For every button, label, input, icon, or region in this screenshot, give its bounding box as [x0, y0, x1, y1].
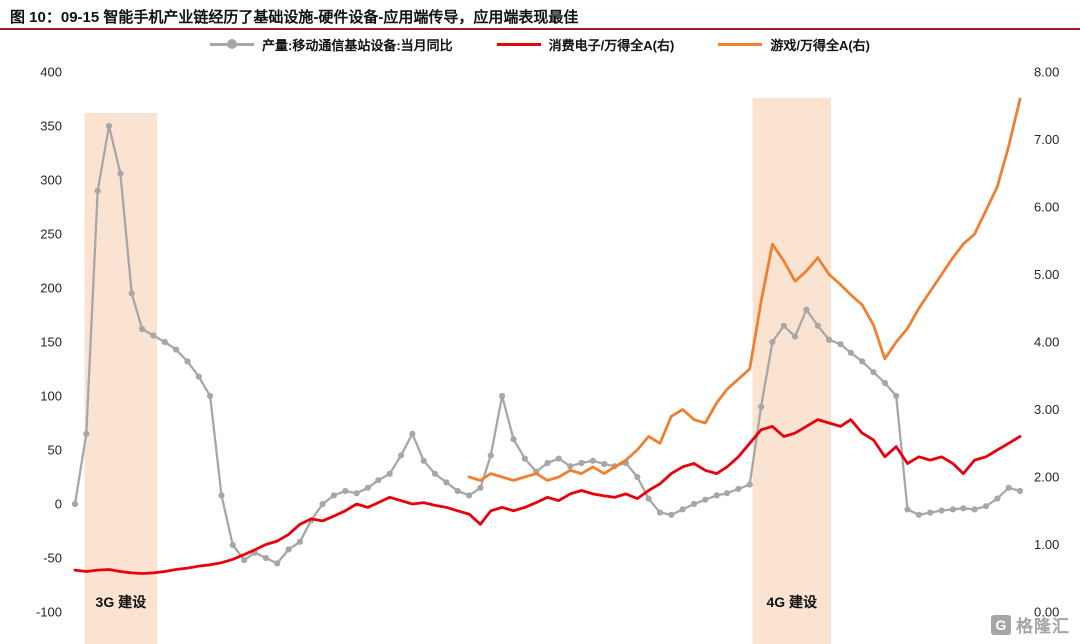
highlight-band-2 [752, 98, 831, 644]
legend-swatch-icon [718, 42, 763, 46]
right-axis-tick: 4.00 [1034, 335, 1059, 350]
right-axis-tick: 3.00 [1034, 402, 1059, 417]
left-axis-tick: 150 [40, 335, 62, 350]
left-axis-tick: 200 [40, 281, 62, 296]
right-axis-tick: 6.00 [1034, 200, 1059, 215]
left-axis-tick: 350 [40, 119, 62, 134]
series-markers-1 [71, 122, 1024, 567]
page-title: 图 10：09-15 智能手机产业链经历了基础设施-硬件设备-应用端传导，应用端… [0, 0, 1080, 30]
left-axis-tick: 100 [40, 389, 62, 404]
left-axis-tick: 400 [40, 65, 62, 80]
legend-label: 游戏/万得全A(右) [770, 37, 870, 53]
legend-swatch-icon [209, 42, 254, 46]
right-axis-tick: 5.00 [1034, 267, 1059, 282]
legend-item-2: 消费电子/万得全A(右) [496, 35, 675, 54]
left-axis-tick: -50 [43, 551, 62, 566]
watermark-logo-icon: G [991, 614, 1011, 635]
left-axis-tick: -100 [36, 605, 62, 620]
series-line-3 [467, 97, 1022, 482]
right-axis-tick: 0.00 [1034, 605, 1059, 620]
right-axis-tick: 2.00 [1034, 470, 1059, 485]
legend-item-1: 产量:移动通信基站设备:当月同比 [209, 35, 453, 54]
left-axis-tick: 300 [40, 173, 62, 188]
band-label-1: 3G 建设 [96, 594, 148, 610]
left-axis-tick: 250 [40, 227, 62, 242]
right-axis-tick: 1.00 [1034, 537, 1059, 552]
left-axis-tick: 0 [55, 497, 62, 512]
watermark: G 格隆汇 [991, 612, 1070, 637]
right-axis-tick: 7.00 [1034, 132, 1059, 147]
watermark-text: 格隆汇 [1016, 617, 1070, 636]
legend-swatch-icon [496, 42, 541, 46]
chart-legend: 产量:移动通信基站设备:当月同比 消费电子/万得全A(右) 游戏/万得全A(右) [0, 30, 1080, 58]
left-axis-tick: 50 [48, 443, 62, 458]
band-label-2: 4G 建设 [766, 594, 818, 610]
legend-label: 消费电子/万得全A(右) [548, 37, 675, 53]
chart-canvas: 3G 建设 4G 建设 400 350 300 250 200 150 100 50 0 -50 -10… [36, 65, 1059, 644]
right-axis-tick: 8.00 [1034, 65, 1059, 80]
legend-item-3: 游戏/万得全A(右) [718, 35, 870, 54]
series-line-2 [73, 418, 1022, 575]
legend-label: 产量:移动通信基站设备:当月同比 [261, 37, 453, 53]
